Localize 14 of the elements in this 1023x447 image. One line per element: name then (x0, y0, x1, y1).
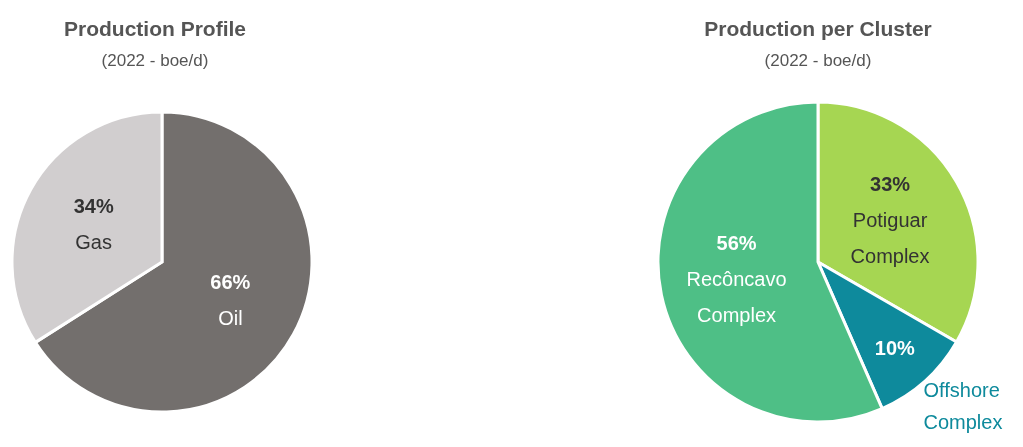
data-label: 10% (874, 336, 916, 359)
slice-label: Recôncavo Complex (686, 268, 787, 327)
chart-title: Production per Cluster (704, 17, 932, 40)
slice-label: Potiguar Complex (850, 209, 930, 268)
slice-label: Offshore Complex (923, 378, 1003, 433)
data-label: 66% (210, 270, 251, 293)
chart-subtitle: (2022 - boe/d) (101, 51, 209, 70)
chart-subtitle: (2022 - boe/d) (764, 51, 872, 70)
data-label: 34% (73, 195, 114, 218)
chart-title: Production Profile (63, 17, 247, 40)
data-label: 33% (870, 173, 911, 196)
slice-label: Gas (75, 231, 112, 254)
data-label: 56% (716, 232, 757, 255)
slice-label: Oil (218, 306, 243, 329)
